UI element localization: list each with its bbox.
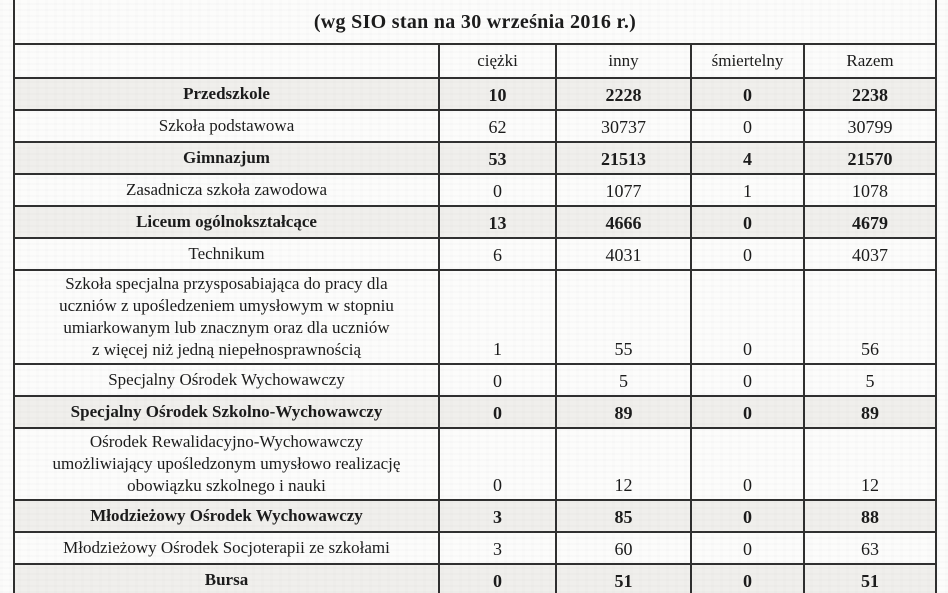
table-row: Przedszkole 10 2228 0 2238	[13, 77, 937, 111]
column-header-school-type	[13, 43, 440, 79]
row-value: 63	[803, 531, 937, 565]
column-header-inny: inny	[555, 43, 692, 79]
row-value: 56	[803, 269, 937, 365]
accidents-table: (wg SIO stan na 30 września 2016 r.) cię…	[13, 0, 937, 593]
table-row: Gimnazjum 53 21513 4 21570	[13, 141, 937, 175]
row-label: Młodzieżowy Ośrodek Socjoterapii ze szko…	[13, 531, 440, 565]
table-row: Młodzieżowy Ośrodek Socjoterapii ze szko…	[13, 531, 937, 565]
row-value: 21570	[803, 141, 937, 175]
row-label: Zasadnicza szkoła zawodowa	[13, 173, 440, 207]
table-row: Technikum 6 4031 0 4037	[13, 237, 937, 271]
row-value: 62	[438, 109, 557, 143]
table-row: Bursa 0 51 0 51	[13, 563, 937, 593]
table-row: Zasadnicza szkoła zawodowa 0 1077 1 1078	[13, 173, 937, 207]
row-label: Ośrodek Rewalidacyjno-Wychowawczy umożli…	[13, 427, 440, 501]
row-value: 5	[803, 363, 937, 397]
row-value: 12	[803, 427, 937, 501]
table-row: Specjalny Ośrodek Wychowawczy 0 5 0 5	[13, 363, 937, 397]
row-value: 85	[555, 499, 692, 533]
row-value: 13	[438, 205, 557, 239]
row-value: 6	[438, 237, 557, 271]
row-value: 88	[803, 499, 937, 533]
row-label: Przedszkole	[13, 77, 440, 111]
row-value: 0	[690, 237, 805, 271]
row-value: 4031	[555, 237, 692, 271]
row-value: 51	[555, 563, 692, 593]
table-row: Specjalny Ośrodek Szkolno-Wychowawczy 0 89…	[13, 395, 937, 429]
row-value: 89	[803, 395, 937, 429]
table-header-row: ciężki inny śmiertelny Razem	[13, 43, 937, 79]
column-header-smiertelny: śmiertelny	[690, 43, 805, 79]
row-value: 0	[690, 427, 805, 501]
row-value: 51	[803, 563, 937, 593]
row-label: Specjalny Ośrodek Szkolno-Wychowawczy	[13, 395, 440, 429]
row-value: 1	[438, 269, 557, 365]
row-value: 4	[690, 141, 805, 175]
column-header-ciezki: ciężki	[438, 43, 557, 79]
row-value: 0	[690, 269, 805, 365]
row-value: 1	[690, 173, 805, 207]
document-subtitle: (wg SIO stan na 30 września 2016 r.)	[13, 0, 937, 45]
row-value: 2238	[803, 77, 937, 111]
row-value: 0	[438, 395, 557, 429]
row-value: 21513	[555, 141, 692, 175]
row-value: 3	[438, 531, 557, 565]
column-header-razem: Razem	[803, 43, 937, 79]
row-value: 0	[438, 173, 557, 207]
row-value: 0	[438, 363, 557, 397]
row-value: 55	[555, 269, 692, 365]
row-label: Bursa	[13, 563, 440, 593]
row-value: 0	[690, 395, 805, 429]
row-value: 1078	[803, 173, 937, 207]
table-row: Szkoła podstawowa 62 30737 0 30799	[13, 109, 937, 143]
row-value: 0	[690, 563, 805, 593]
row-value: 0	[690, 531, 805, 565]
row-value: 5	[555, 363, 692, 397]
table-row: Szkoła specjalna przysposabiająca do pra…	[13, 269, 937, 365]
row-value: 2228	[555, 77, 692, 111]
row-value: 89	[555, 395, 692, 429]
row-value: 0	[690, 499, 805, 533]
row-label: Gimnazjum	[13, 141, 440, 175]
title-row: (wg SIO stan na 30 września 2016 r.)	[13, 0, 937, 45]
row-label: Szkoła podstawowa	[13, 109, 440, 143]
row-value: 0	[438, 563, 557, 593]
row-value: 0	[438, 427, 557, 501]
row-label: Liceum ogólnokształcące	[13, 205, 440, 239]
row-value: 10	[438, 77, 557, 111]
row-label: Młodzieżowy Ośrodek Wychowawczy	[13, 499, 440, 533]
row-value: 4037	[803, 237, 937, 271]
row-value: 1077	[555, 173, 692, 207]
table-row: Ośrodek Rewalidacyjno-Wychowawczy umożli…	[13, 427, 937, 501]
row-value: 0	[690, 109, 805, 143]
row-label: Technikum	[13, 237, 440, 271]
row-value: 4679	[803, 205, 937, 239]
table-row: Liceum ogólnokształcące 13 4666 0 4679	[13, 205, 937, 239]
row-value: 0	[690, 77, 805, 111]
row-value: 30799	[803, 109, 937, 143]
row-label: Szkoła specjalna przysposabiająca do pra…	[13, 269, 440, 365]
row-value: 4666	[555, 205, 692, 239]
row-value: 53	[438, 141, 557, 175]
row-value: 60	[555, 531, 692, 565]
table-row: Młodzieżowy Ośrodek Wychowawczy 3 85 0 88	[13, 499, 937, 533]
row-value: 12	[555, 427, 692, 501]
row-value: 30737	[555, 109, 692, 143]
row-value: 0	[690, 205, 805, 239]
row-value: 0	[690, 363, 805, 397]
row-value: 3	[438, 499, 557, 533]
row-label: Specjalny Ośrodek Wychowawczy	[13, 363, 440, 397]
